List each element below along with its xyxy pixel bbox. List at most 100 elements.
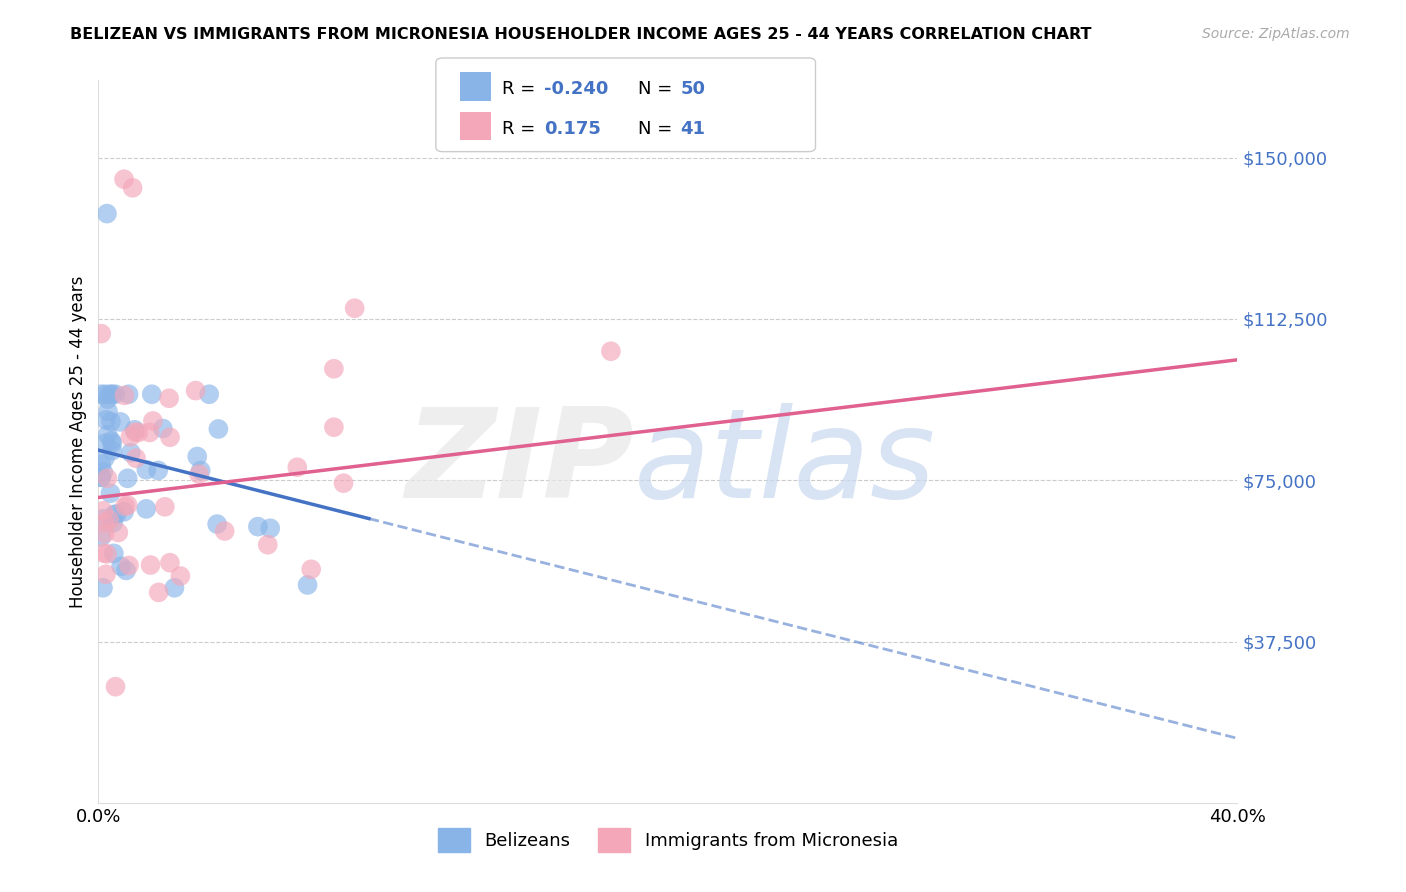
Point: [256, 538, 278, 552]
Point: [207, 422, 229, 436]
Point: [94, 451, 117, 466]
Point: [110, 559, 132, 574]
Point: [100, 434, 122, 448]
Legend: Belizeans, Immigrants from Micronesia: Belizeans, Immigrants from Micronesia: [430, 822, 905, 859]
Point: [90, 387, 112, 401]
Point: [190, 464, 212, 478]
Point: [98, 513, 121, 527]
Point: [94, 516, 117, 530]
Text: 41: 41: [681, 120, 706, 138]
Text: ZIP: ZIP: [405, 402, 634, 524]
Text: R =: R =: [502, 80, 541, 98]
Text: 50: 50: [681, 80, 706, 98]
Point: [101, 443, 124, 458]
Point: [138, 425, 160, 440]
Point: [117, 387, 139, 401]
Text: N =: N =: [638, 80, 678, 98]
Point: [114, 499, 136, 513]
Point: [124, 425, 146, 439]
Point: [104, 680, 127, 694]
Point: [96, 392, 118, 406]
Point: [97, 404, 120, 418]
Point: [94, 526, 117, 541]
Point: [139, 558, 162, 572]
Point: [157, 391, 180, 405]
Point: [107, 525, 129, 540]
Point: [105, 507, 128, 521]
Point: [259, 521, 281, 535]
Point: [120, 430, 142, 444]
Point: [148, 585, 170, 599]
Point: [93, 436, 115, 450]
Point: [152, 421, 174, 435]
Point: [246, 519, 269, 533]
Point: [148, 463, 170, 477]
Point: [94, 567, 117, 582]
Point: [188, 467, 211, 482]
Point: [124, 423, 146, 437]
Point: [103, 546, 125, 560]
Point: [120, 445, 142, 459]
Point: [90, 470, 112, 484]
Point: [93, 511, 115, 525]
Point: [94, 413, 117, 427]
Point: [97, 427, 120, 442]
Point: [159, 430, 181, 444]
Point: [163, 581, 186, 595]
Point: [90, 326, 112, 341]
Point: [135, 463, 157, 477]
Point: [98, 387, 121, 401]
Point: [96, 471, 118, 485]
Point: [343, 301, 366, 316]
Point: [285, 460, 308, 475]
Point: [205, 517, 228, 532]
Point: [117, 471, 139, 485]
Point: [91, 504, 114, 518]
Point: [115, 563, 138, 577]
Point: [299, 562, 322, 576]
Point: [91, 465, 114, 479]
Point: [184, 384, 207, 398]
Point: [125, 451, 148, 466]
Y-axis label: Householder Income Ages 25 - 44 years: Householder Income Ages 25 - 44 years: [69, 276, 87, 607]
Point: [112, 172, 135, 186]
Point: [91, 581, 114, 595]
Point: [96, 206, 118, 220]
Point: [159, 556, 181, 570]
Point: [110, 415, 132, 429]
Point: [322, 420, 344, 434]
Point: [103, 508, 125, 522]
Point: [117, 498, 139, 512]
Text: atlas: atlas: [634, 402, 936, 524]
Point: [91, 546, 114, 560]
Point: [96, 547, 118, 561]
Point: [90, 530, 112, 544]
Point: [332, 476, 354, 491]
Point: [600, 344, 623, 359]
Point: [112, 505, 135, 519]
Point: [90, 470, 112, 484]
Point: [118, 558, 141, 573]
Point: [153, 500, 176, 514]
Point: [121, 181, 143, 195]
Point: [100, 486, 122, 500]
Point: [101, 436, 124, 450]
Point: [94, 387, 117, 401]
Point: [112, 388, 135, 402]
Point: [103, 516, 125, 530]
Text: N =: N =: [638, 120, 678, 138]
Point: [186, 450, 208, 464]
Point: [141, 387, 163, 401]
Point: [198, 387, 221, 401]
Point: [135, 501, 157, 516]
Point: [297, 578, 319, 592]
Text: R =: R =: [502, 120, 541, 138]
Point: [90, 457, 112, 471]
Point: [142, 414, 165, 428]
Text: BELIZEAN VS IMMIGRANTS FROM MICRONESIA HOUSEHOLDER INCOME AGES 25 - 44 YEARS COR: BELIZEAN VS IMMIGRANTS FROM MICRONESIA H…: [70, 27, 1092, 42]
Point: [214, 524, 236, 538]
Point: [322, 361, 344, 376]
Point: [169, 569, 191, 583]
Text: Source: ZipAtlas.com: Source: ZipAtlas.com: [1202, 27, 1350, 41]
Text: 0.175: 0.175: [544, 120, 600, 138]
